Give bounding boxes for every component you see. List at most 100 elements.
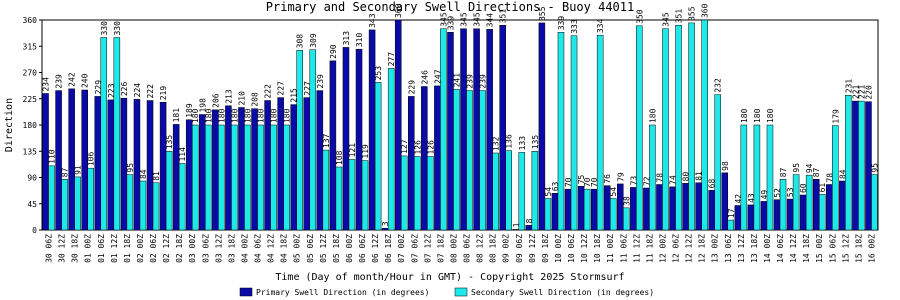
value-label: 227 bbox=[303, 81, 312, 96]
value-label: 247 bbox=[433, 69, 442, 84]
x-tick-label: 03 06Z bbox=[201, 234, 210, 263]
value-label: 224 bbox=[133, 83, 142, 98]
bar bbox=[531, 151, 539, 231]
value-label: 310 bbox=[355, 33, 364, 48]
x-tick-label: 15 06Z bbox=[828, 234, 837, 263]
value-label: 351 bbox=[675, 9, 684, 24]
bar bbox=[551, 193, 559, 231]
bar bbox=[139, 180, 147, 231]
bar bbox=[146, 100, 154, 231]
value-label: 339 bbox=[446, 16, 455, 31]
value-label: 239 bbox=[316, 74, 325, 89]
value-label: 137 bbox=[322, 133, 331, 148]
value-label: 360 bbox=[701, 3, 710, 18]
value-label: 87 bbox=[812, 167, 821, 177]
bar bbox=[818, 194, 826, 231]
x-tick-label: 30 06Z bbox=[45, 234, 54, 263]
x-tick-label: 03 18Z bbox=[227, 234, 236, 263]
value-label: 240 bbox=[81, 73, 90, 88]
bar bbox=[479, 90, 486, 231]
value-label: 49 bbox=[760, 190, 769, 200]
bar bbox=[564, 188, 572, 231]
x-tick-label: 02 18Z bbox=[175, 234, 184, 263]
x-tick-label: 01 12Z bbox=[110, 234, 119, 263]
x-tick-label: 06 06Z bbox=[358, 234, 367, 263]
x-tick-label: 12 00Z bbox=[658, 234, 667, 263]
bar bbox=[583, 188, 591, 231]
bar bbox=[257, 124, 264, 231]
x-tick-label: 10 00Z bbox=[554, 234, 563, 263]
x-tick-label: 06 12Z bbox=[371, 234, 380, 263]
bar bbox=[727, 219, 735, 231]
value-label: 231 bbox=[844, 79, 853, 94]
value-label: 344 bbox=[486, 13, 495, 28]
bar bbox=[165, 151, 173, 231]
bar bbox=[708, 190, 715, 231]
bar bbox=[826, 184, 833, 231]
value-label: 339 bbox=[557, 16, 566, 31]
bar bbox=[492, 152, 499, 231]
value-label: 73 bbox=[629, 176, 638, 186]
bar bbox=[48, 165, 55, 231]
bar bbox=[753, 124, 761, 231]
x-tick-label: 30 12Z bbox=[58, 234, 67, 263]
value-label: 1 bbox=[512, 222, 521, 227]
x-tick-label: 01 00Z bbox=[84, 234, 93, 263]
bar bbox=[374, 82, 382, 231]
bar bbox=[570, 35, 578, 231]
bar bbox=[721, 172, 729, 231]
bar bbox=[832, 125, 839, 231]
bar bbox=[199, 114, 206, 231]
bar bbox=[623, 207, 630, 231]
x-tick-label: 11 18Z bbox=[645, 234, 654, 263]
value-label: 133 bbox=[518, 136, 527, 151]
y-tick-label: 45 bbox=[27, 200, 37, 209]
value-label: 227 bbox=[277, 81, 286, 96]
bar bbox=[113, 37, 121, 231]
x-tick-label: 05 00Z bbox=[293, 234, 302, 263]
bar bbox=[303, 97, 311, 231]
bar bbox=[87, 167, 94, 231]
y-axis-label: Direction bbox=[4, 98, 15, 152]
bar bbox=[270, 124, 277, 231]
value-label: 345 bbox=[661, 12, 670, 27]
bar bbox=[394, 19, 402, 231]
bar bbox=[590, 188, 598, 231]
bar bbox=[421, 86, 428, 231]
x-tick-label: 13 12Z bbox=[737, 234, 746, 263]
value-label: 330 bbox=[113, 21, 122, 36]
value-label: 229 bbox=[407, 80, 416, 95]
x-tick-label: 15 00Z bbox=[815, 234, 824, 263]
bar bbox=[361, 160, 369, 231]
value-label: 239 bbox=[479, 74, 488, 89]
bar bbox=[309, 49, 317, 231]
x-tick-label: 10 18Z bbox=[593, 234, 602, 263]
bar bbox=[747, 204, 755, 231]
bar bbox=[205, 124, 212, 231]
value-label: 180 bbox=[230, 108, 239, 123]
x-tick-label: 05 18Z bbox=[332, 234, 341, 263]
value-label: 198 bbox=[198, 98, 207, 113]
bar bbox=[238, 107, 245, 231]
value-label: 132 bbox=[492, 136, 501, 151]
bar bbox=[649, 124, 656, 231]
x-tick-label: 13 06Z bbox=[724, 234, 733, 263]
bar bbox=[792, 174, 800, 231]
x-tick-label: 14 06Z bbox=[776, 234, 785, 263]
value-label: 355 bbox=[688, 6, 697, 21]
value-label: 180 bbox=[217, 108, 226, 123]
x-tick-label: 10 12Z bbox=[580, 234, 589, 263]
bar bbox=[68, 88, 75, 231]
value-label: 350 bbox=[635, 9, 644, 24]
bar bbox=[858, 100, 865, 231]
value-label: 308 bbox=[296, 34, 305, 49]
bar bbox=[191, 124, 199, 231]
value-label: 180 bbox=[648, 108, 657, 123]
value-label: 239 bbox=[466, 74, 475, 89]
x-tick-label: 07 00Z bbox=[397, 234, 406, 263]
value-label: 180 bbox=[766, 108, 775, 123]
bar bbox=[773, 199, 781, 231]
bar bbox=[779, 179, 787, 231]
value-label: 180 bbox=[270, 108, 279, 123]
y-tick-label: 90 bbox=[27, 174, 37, 183]
